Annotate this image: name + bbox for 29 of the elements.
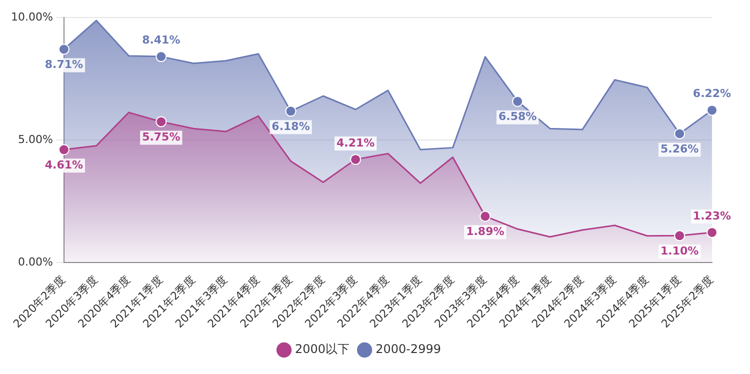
point (480, 210, 491, 222)
point (674, 230, 686, 242)
data-label: 4.61% (44, 158, 84, 172)
data-label: 1.89% (466, 225, 504, 238)
data-label: 8.71% (44, 58, 84, 72)
point (156, 116, 167, 128)
data-label: 1.10% (660, 244, 699, 258)
point (58, 44, 70, 55)
data-label: 4.21% (336, 136, 375, 150)
data-label: 6.18% (272, 120, 310, 134)
data-label: 1.23% (692, 209, 732, 222)
data-label: 6.22% (692, 87, 732, 100)
point (706, 226, 718, 238)
point (285, 106, 296, 117)
data-label: 5.26% (660, 142, 699, 156)
point (674, 128, 686, 140)
data-label: 8.41% (142, 33, 180, 46)
y-tick-label: 0.00% (18, 255, 53, 268)
point (512, 96, 524, 107)
point (350, 154, 362, 165)
y-tick-label: 10.00% (10, 10, 53, 24)
y-tick-label: 5.00% (18, 132, 53, 146)
data-label: 5.75% (142, 130, 180, 144)
legend-label: 2000-2999 (376, 342, 441, 356)
legend-label: 2000以下 (295, 342, 350, 356)
point (156, 51, 167, 62)
point (58, 144, 70, 156)
point (706, 104, 718, 116)
data-label: 6.58% (498, 110, 537, 124)
